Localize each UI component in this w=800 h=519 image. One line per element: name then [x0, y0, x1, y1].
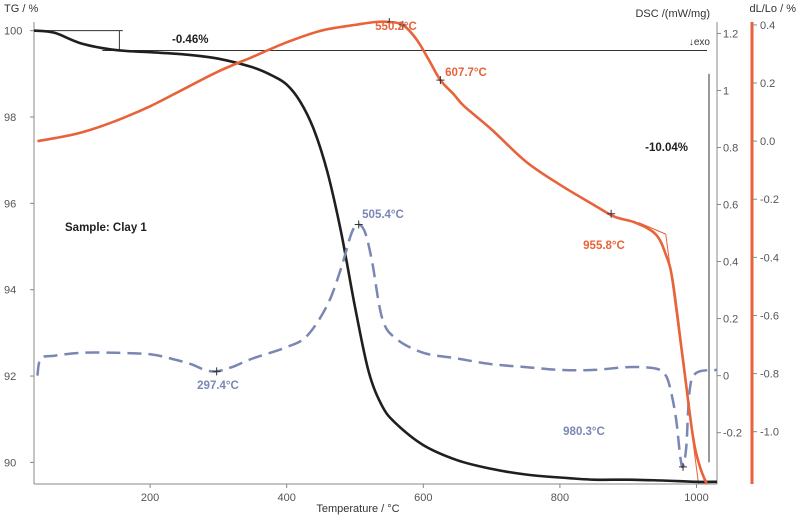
dsc-tick-label: 0 [723, 371, 729, 383]
dl-tangent-a [638, 222, 666, 235]
annotation-label: 297.4°C [197, 380, 239, 392]
tg-tick-label: 90 [4, 457, 16, 469]
dl-tick-label: -0.4 [760, 252, 779, 264]
dsc-tick-label: 0.2 [723, 314, 738, 326]
x-tick-label: 800 [551, 492, 569, 504]
x-tick-label: 1000 [684, 492, 708, 504]
dsc-tick-label: 0.8 [723, 142, 738, 154]
dl-tick-label: 0.2 [760, 78, 775, 90]
annotation-label: 980.3°C [563, 426, 605, 438]
x-axis-title: Temperature / °C [316, 503, 399, 515]
dsc-curve [36, 223, 718, 469]
tg-tick-label: 96 [4, 198, 16, 210]
tg-curve [33, 29, 718, 484]
dl-tick-label: 0.0 [760, 136, 775, 148]
dl-tick-label: -1.0 [760, 427, 779, 439]
annotation-label: Sample: Clay 1 [65, 222, 147, 234]
dsc-tick-label: 0.6 [723, 200, 738, 212]
tg-tick-label: 98 [4, 112, 16, 124]
dl-tick-label: 0.4 [760, 20, 775, 32]
annotation-label: -0.46% [172, 34, 208, 46]
x-tick-label: 600 [414, 492, 432, 504]
dsc-tick-label: 1 [723, 85, 729, 97]
tg-axis-title: TG / % [4, 3, 38, 15]
dl-axis-title: dL/Lo / % [750, 3, 797, 15]
annotation-label: -10.04% [645, 142, 688, 154]
annotation-label: 607.7°C [445, 67, 487, 79]
dl-tick-label: -0.6 [760, 310, 779, 322]
dsc-tick-label: 0.4 [723, 257, 738, 269]
annotation-label: 505.4°C [362, 209, 404, 221]
dl-tick-label: -0.8 [760, 369, 779, 381]
tg-tick-label: 94 [4, 285, 16, 297]
x-tick-label: 200 [141, 492, 159, 504]
annotation-label: 550.2°C [375, 21, 417, 33]
dsc-tick-label: 1.2 [723, 28, 738, 40]
tg-tick-label: 92 [4, 371, 16, 383]
annotation-label: 955.8°C [583, 240, 625, 252]
x-tick-label: 400 [278, 492, 296, 504]
dsc-axis-title: DSC /(mW/mg) [635, 8, 710, 20]
dl-tick-label: -0.2 [760, 194, 779, 206]
dl-curve [37, 20, 709, 485]
dsc-tick-label: -0.2 [723, 428, 742, 440]
dsc-exo-label: ↓exo [689, 37, 711, 48]
tg-tick-label: 100 [4, 26, 22, 38]
